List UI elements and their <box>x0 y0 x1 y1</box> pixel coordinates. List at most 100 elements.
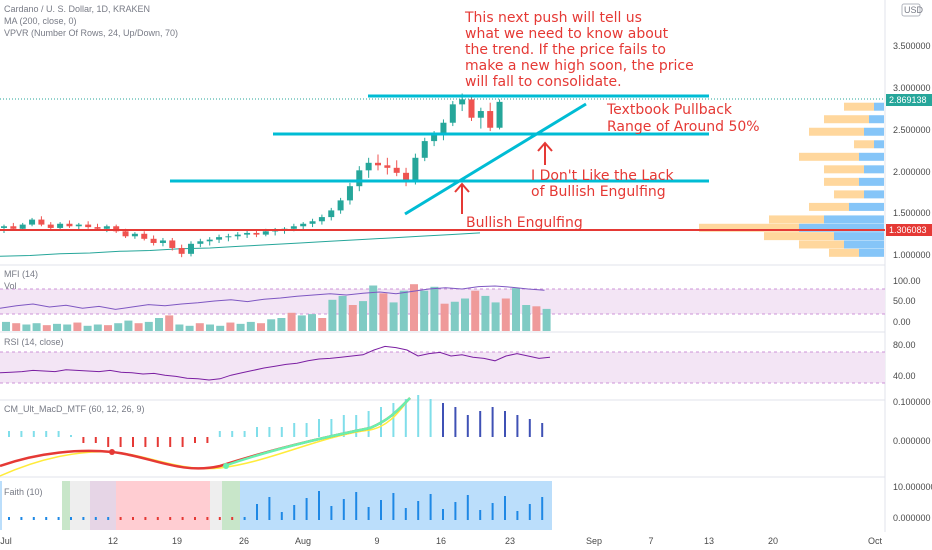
volume-bar <box>134 323 143 331</box>
time-tick: 16 <box>436 536 446 546</box>
candle-body <box>1 226 7 228</box>
faith-tick: 0.000000 <box>893 513 931 523</box>
volume-bar <box>328 299 337 331</box>
volume-bar <box>287 312 296 331</box>
svg-text:Textbook Pullback: Textbook Pullback <box>606 102 733 118</box>
macd-histogram-bar <box>32 431 35 437</box>
macd-histogram-bar <box>491 407 494 437</box>
candle-body <box>375 162 381 166</box>
faith-bar <box>144 517 147 520</box>
volume-bar <box>369 285 378 331</box>
macd-cross-dot <box>109 449 115 455</box>
macd-histogram-bar <box>541 423 544 437</box>
annotation-engulf: Bullish Engulfing <box>466 215 583 231</box>
volume-bar <box>471 290 480 331</box>
macd-histogram-bar <box>268 427 271 437</box>
faith-bar <box>479 510 482 520</box>
vpvr-bar-up <box>699 223 799 232</box>
faith-tick: 10.000000 <box>893 482 932 492</box>
vpvr-bar-up <box>844 102 874 111</box>
volume-bar <box>430 286 439 331</box>
mfi-label: MFI (14) <box>4 269 38 279</box>
faith-bar <box>404 508 407 520</box>
time-tick: 20 <box>768 536 778 546</box>
up-arrow-icon <box>454 182 470 214</box>
macd-histogram-bar <box>181 437 184 447</box>
macd-tick: 0.000000 <box>893 436 931 446</box>
vpvr-bar-up <box>824 165 864 174</box>
volume-bar <box>481 295 490 331</box>
macd-histogram-bar <box>218 431 221 437</box>
currency-badge[interactable]: USD <box>901 3 924 17</box>
candle-body <box>19 224 26 229</box>
vpvr-bar-up <box>799 152 859 161</box>
candle-body <box>393 167 400 173</box>
candle-body <box>449 104 456 123</box>
candle-body <box>309 221 316 224</box>
vpvr-bar-up <box>799 240 844 249</box>
vpvr-bar-up <box>824 177 859 186</box>
macd-histogram-bar <box>330 419 333 437</box>
macd-histogram-bar <box>119 437 122 447</box>
level-price-badge <box>886 224 932 236</box>
candle-body <box>244 232 251 235</box>
volume-bar <box>155 318 163 331</box>
vpvr-bar-down <box>864 165 884 174</box>
faith-bar <box>541 497 544 520</box>
faith-bar <box>417 501 420 520</box>
faith-bar <box>169 517 172 520</box>
volume-bars <box>2 284 551 331</box>
volume-bar <box>277 318 286 331</box>
volume-bar <box>53 323 61 331</box>
mfi-tick: 50.00 <box>893 296 916 306</box>
volume-bar <box>420 290 429 331</box>
price-tick: 2.500000 <box>893 125 931 135</box>
faith-bar <box>218 517 221 520</box>
macd-histogram-bar <box>280 427 283 437</box>
macd-histogram-bar <box>454 407 457 437</box>
faith-bar <box>305 498 308 520</box>
candle-body <box>300 223 307 227</box>
candle-body <box>159 240 166 243</box>
candle-body <box>122 231 129 237</box>
volume-bar <box>542 308 551 331</box>
faith-bar <box>504 496 506 520</box>
volume-bar <box>501 298 510 331</box>
macd-histogram-bar <box>144 437 147 447</box>
volume-bar <box>175 324 184 331</box>
volume-bar <box>348 305 357 331</box>
candle-body <box>440 122 447 135</box>
faith-bar <box>516 511 519 520</box>
candle-body <box>197 241 204 244</box>
macd-histogram-bar <box>82 437 85 443</box>
faith-bar <box>330 506 333 520</box>
vpvr-bar-down <box>874 140 884 149</box>
faith-bar <box>119 517 122 520</box>
faith-bar <box>132 517 134 520</box>
faith-bar <box>318 491 320 520</box>
candle-body <box>150 238 157 243</box>
macd-histogram-bar <box>70 435 72 437</box>
vpvr-bar-up <box>809 127 864 136</box>
rsi-line <box>0 345 551 381</box>
faith-band <box>116 481 210 530</box>
faith-bar <box>454 502 457 520</box>
faith-bar <box>268 497 271 520</box>
macd-histogram-bar <box>466 415 469 437</box>
faith-bar <box>156 517 159 520</box>
macd-histogram-bar <box>20 431 23 437</box>
faith-band <box>0 481 2 530</box>
candle-body <box>206 239 213 242</box>
faith-bar <box>466 495 469 520</box>
vpvr-bar-up <box>834 190 864 199</box>
volume-bar <box>399 290 408 331</box>
volume-bar <box>22 324 31 331</box>
time-tick: Sep <box>586 536 602 546</box>
candle-body <box>29 219 36 225</box>
macd-histogram-bar <box>243 431 246 437</box>
mfi-tick: 100.00 <box>893 276 921 286</box>
faith-band <box>222 481 240 530</box>
vpvr-bar-down <box>864 127 884 136</box>
faith-bar <box>256 504 258 520</box>
faith-bar <box>194 517 196 520</box>
